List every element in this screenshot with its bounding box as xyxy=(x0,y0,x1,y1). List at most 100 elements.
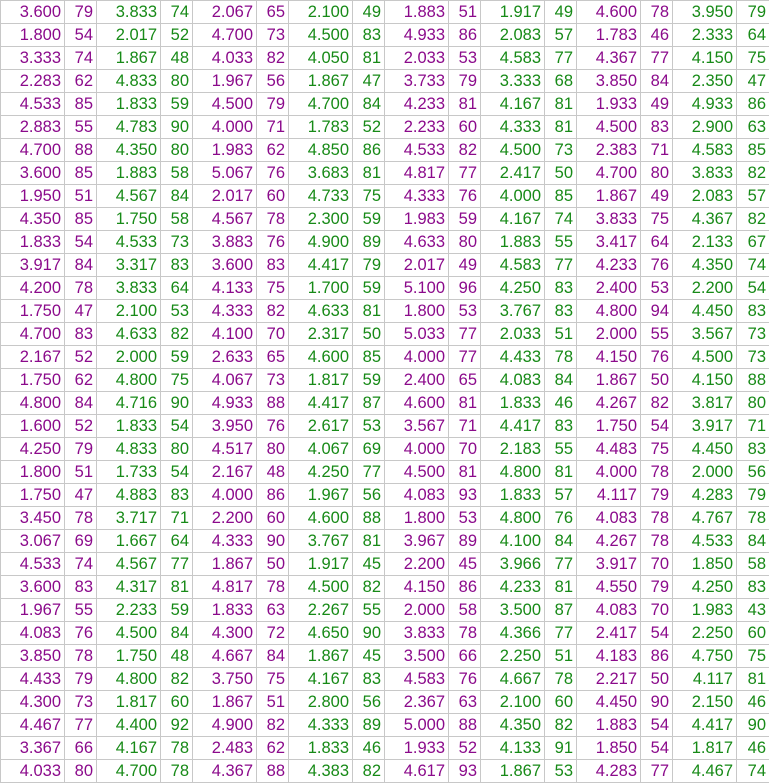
count-cell: 52 xyxy=(65,346,97,369)
value-cell: 2.900 xyxy=(673,116,737,139)
value-cell: 1.967 xyxy=(289,484,353,507)
value-cell: 2.283 xyxy=(1,70,65,93)
value-cell: 4.267 xyxy=(577,392,641,415)
value-cell: 2.000 xyxy=(385,599,449,622)
count-cell: 84 xyxy=(161,622,193,645)
value-cell: 4.450 xyxy=(673,438,737,461)
count-cell: 84 xyxy=(353,93,385,116)
value-cell: 3.367 xyxy=(1,737,65,760)
count-cell: 75 xyxy=(641,438,673,461)
value-cell: 4.700 xyxy=(1,139,65,162)
value-cell: 3.917 xyxy=(1,254,65,277)
value-cell: 4.933 xyxy=(673,93,737,116)
value-cell: 3.966 xyxy=(481,553,545,576)
value-cell: 4.583 xyxy=(481,47,545,70)
count-cell: 45 xyxy=(353,645,385,668)
count-cell: 70 xyxy=(257,323,289,346)
value-cell: 2.400 xyxy=(577,277,641,300)
count-cell: 79 xyxy=(257,93,289,116)
value-cell: 4.500 xyxy=(193,93,257,116)
value-cell: 4.433 xyxy=(1,668,65,691)
value-cell: 4.317 xyxy=(97,576,161,599)
count-cell: 54 xyxy=(641,737,673,760)
count-cell: 53 xyxy=(353,415,385,438)
value-cell: 2.883 xyxy=(1,116,65,139)
value-cell: 2.083 xyxy=(673,185,737,208)
value-cell: 4.300 xyxy=(193,622,257,645)
value-cell: 3.450 xyxy=(1,507,65,530)
count-cell: 82 xyxy=(161,323,193,346)
count-cell: 62 xyxy=(257,139,289,162)
count-cell: 77 xyxy=(449,346,481,369)
value-cell: 2.033 xyxy=(481,323,545,346)
value-cell: 4.333 xyxy=(193,530,257,553)
count-cell: 75 xyxy=(257,668,289,691)
value-cell: 3.750 xyxy=(193,668,257,691)
value-cell: 1.700 xyxy=(289,277,353,300)
count-cell: 80 xyxy=(161,438,193,461)
count-cell: 71 xyxy=(161,507,193,530)
value-cell: 3.950 xyxy=(673,1,737,24)
value-cell: 1.833 xyxy=(481,392,545,415)
value-cell: 4.650 xyxy=(289,622,353,645)
value-cell: 4.800 xyxy=(97,369,161,392)
value-cell: 4.033 xyxy=(193,47,257,70)
count-cell: 63 xyxy=(737,116,769,139)
value-cell: 4.933 xyxy=(385,24,449,47)
value-cell: 4.333 xyxy=(193,300,257,323)
count-cell: 48 xyxy=(257,461,289,484)
value-cell: 1.800 xyxy=(385,300,449,323)
value-cell: 2.300 xyxy=(289,208,353,231)
value-cell: 5.100 xyxy=(385,277,449,300)
value-cell: 4.933 xyxy=(193,392,257,415)
value-cell: 1.750 xyxy=(97,208,161,231)
count-cell: 62 xyxy=(65,70,97,93)
value-cell: 4.417 xyxy=(673,714,737,737)
count-cell: 76 xyxy=(65,622,97,645)
value-cell: 1.917 xyxy=(481,1,545,24)
value-cell: 1.850 xyxy=(673,553,737,576)
count-cell: 54 xyxy=(641,714,673,737)
count-cell: 84 xyxy=(545,530,577,553)
value-cell: 4.050 xyxy=(289,47,353,70)
value-cell: 4.800 xyxy=(481,507,545,530)
value-cell: 4.883 xyxy=(97,484,161,507)
value-cell: 4.667 xyxy=(193,645,257,668)
value-cell: 1.800 xyxy=(1,24,65,47)
value-cell: 4.700 xyxy=(289,93,353,116)
value-cell: 4.833 xyxy=(97,438,161,461)
value-cell: 2.200 xyxy=(385,553,449,576)
count-cell: 83 xyxy=(737,576,769,599)
count-cell: 83 xyxy=(65,323,97,346)
count-cell: 86 xyxy=(449,24,481,47)
count-cell: 88 xyxy=(257,760,289,783)
value-cell: 4.400 xyxy=(97,714,161,737)
value-cell: 2.167 xyxy=(1,346,65,369)
value-cell: 4.150 xyxy=(673,47,737,70)
value-cell: 4.450 xyxy=(577,691,641,714)
count-cell: 88 xyxy=(449,714,481,737)
value-cell: 1.967 xyxy=(193,70,257,93)
count-cell: 84 xyxy=(737,530,769,553)
count-cell: 80 xyxy=(161,70,193,93)
count-cell: 67 xyxy=(737,231,769,254)
count-cell: 78 xyxy=(65,277,97,300)
value-cell: 2.267 xyxy=(289,599,353,622)
value-cell: 4.633 xyxy=(385,231,449,254)
value-cell: 1.950 xyxy=(1,185,65,208)
value-cell: 5.067 xyxy=(193,162,257,185)
count-cell: 70 xyxy=(641,553,673,576)
count-cell: 56 xyxy=(353,484,385,507)
value-cell: 4.500 xyxy=(385,461,449,484)
count-cell: 94 xyxy=(641,300,673,323)
count-cell: 78 xyxy=(65,645,97,668)
value-cell: 4.467 xyxy=(673,760,737,783)
value-cell: 2.000 xyxy=(673,461,737,484)
count-cell: 74 xyxy=(65,553,97,576)
count-cell: 80 xyxy=(65,760,97,783)
value-cell: 4.083 xyxy=(481,369,545,392)
